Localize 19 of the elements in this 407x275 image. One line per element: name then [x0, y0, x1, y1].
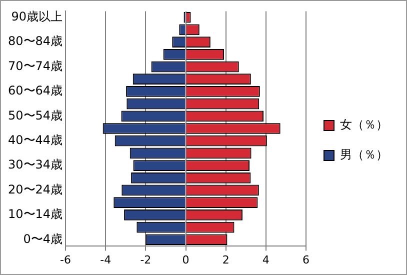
x-tick-label: 0 — [182, 253, 190, 266]
y-tick-label: 60〜64歳 — [8, 84, 63, 98]
y-tick-label: 0〜4歳 — [23, 232, 63, 246]
legend-label: 女（％） — [340, 118, 388, 132]
x-tick-label: 2 — [222, 253, 230, 266]
x-tick-label: -6 — [60, 253, 72, 266]
y-tick-label: 30〜34歳 — [8, 158, 63, 172]
y-tick-label: 20〜24歳 — [8, 182, 63, 196]
legend-label: 男（％） — [340, 148, 388, 162]
y-tick-label: 50〜54歳 — [8, 108, 63, 122]
y-tick-label: 10〜14歳 — [8, 207, 63, 222]
x-tick-label: 4 — [262, 253, 270, 266]
y-tick-label: 70〜74歳 — [8, 58, 63, 73]
x-tick-label: 6 — [302, 253, 310, 266]
y-tick-label: 80〜84歳 — [8, 34, 63, 48]
y-tick-label: 40〜44歳 — [8, 132, 63, 147]
x-tick-label: -4 — [100, 253, 112, 266]
x-tick-label: -2 — [140, 253, 152, 266]
y-tick-label: 90歳以上 — [11, 10, 63, 24]
